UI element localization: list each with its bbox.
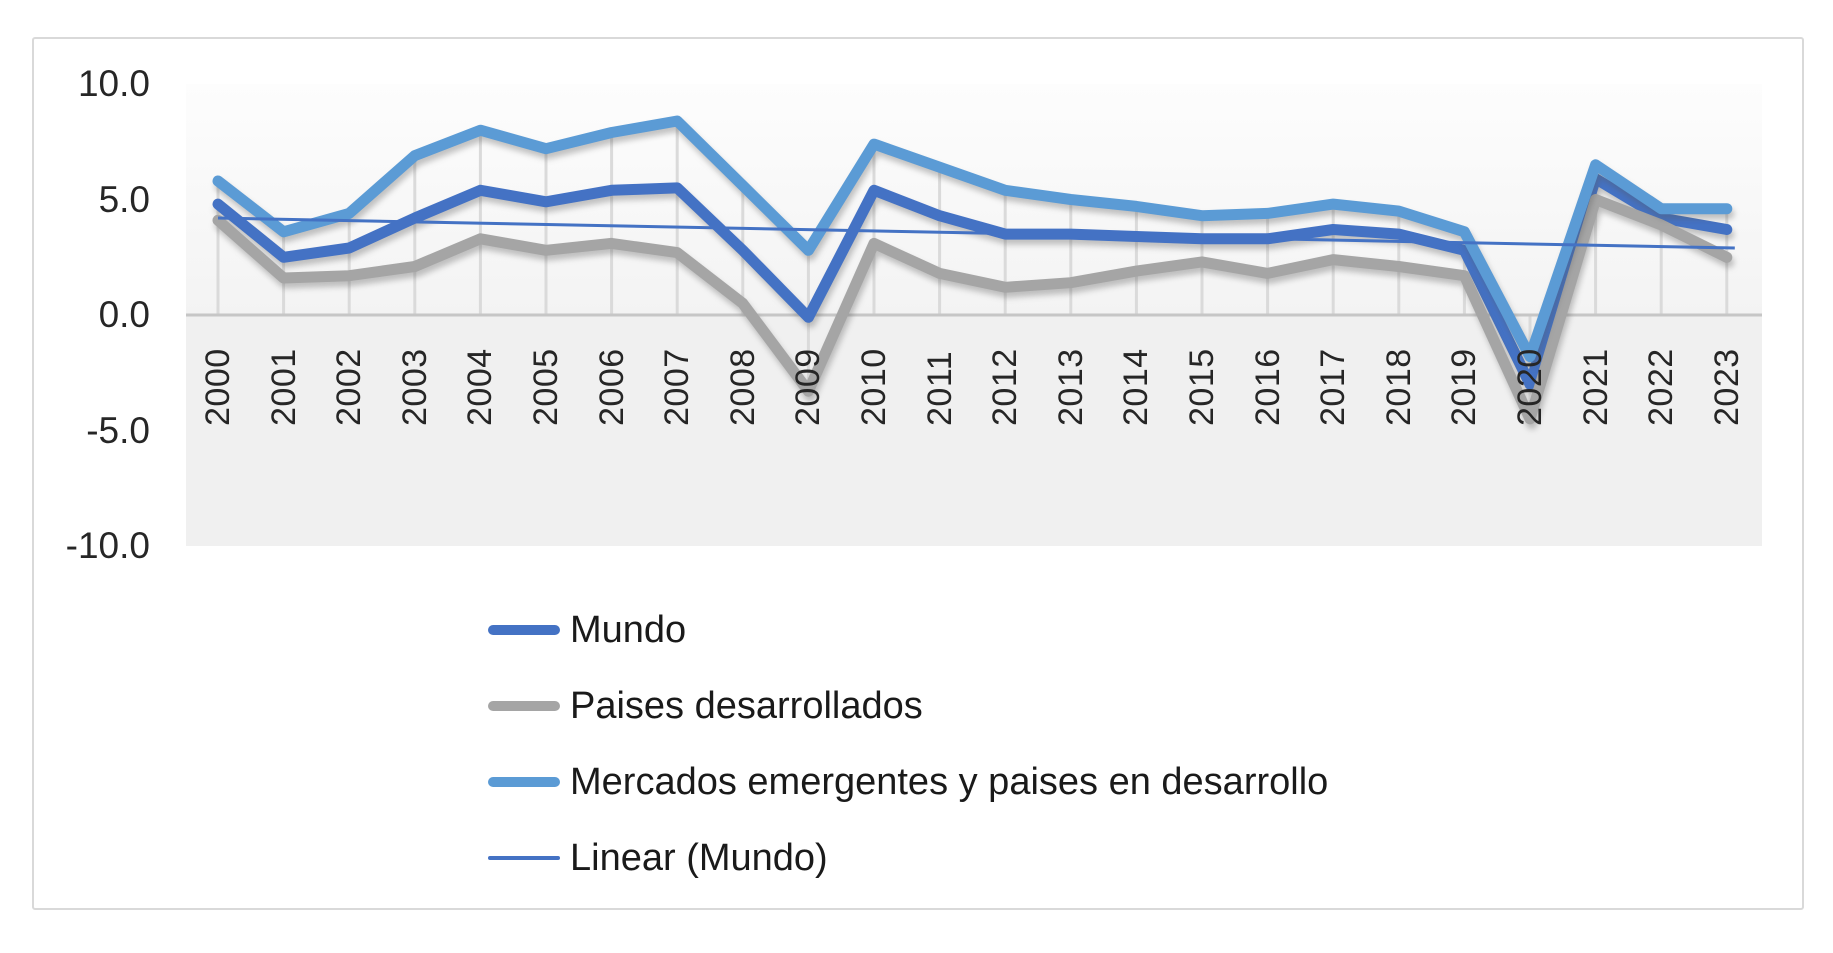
x-axis-tick-label: 2000 xyxy=(199,348,237,426)
x-axis-tick-label: 2016 xyxy=(1248,348,1287,426)
y-axis-tick-label: -10.0 xyxy=(65,525,150,566)
x-axis-tick-label: 2005 xyxy=(527,348,565,426)
x-axis-tick-label: 2009 xyxy=(789,348,828,426)
legend-swatch-mercados-emergentes xyxy=(488,777,560,787)
y-axis-tick-label: 0.0 xyxy=(98,294,150,335)
y-axis-tick-label: -5.0 xyxy=(86,409,150,451)
legend-label-mundo: Mundo xyxy=(570,608,687,651)
x-axis-tick-label: 2019 xyxy=(1445,348,1484,426)
x-axis-tick-label: 2010 xyxy=(855,348,893,426)
legend-label-paises-desarrollados: Paises desarrollados xyxy=(570,684,923,727)
legend-swatch-paises-desarrollados xyxy=(488,701,560,711)
x-axis-tick-label: 2003 xyxy=(395,348,434,426)
legend-label-linear-mundo: Linear (Mundo) xyxy=(570,836,828,879)
legend-item-mundo: Mundo xyxy=(488,609,1328,651)
legend-swatch-linear-mundo xyxy=(488,856,560,860)
x-axis-tick-label: 2008 xyxy=(723,348,762,426)
x-axis-tick-label: 2014 xyxy=(1117,348,1156,426)
x-axis-tick-label: 2011 xyxy=(920,350,959,426)
x-axis-tick-label: 2018 xyxy=(1379,348,1418,426)
x-axis-tick-label: 2013 xyxy=(1051,348,1090,426)
x-axis-tick-label: 2017 xyxy=(1314,348,1353,426)
legend-item-linear-mundo: Linear (Mundo) xyxy=(488,837,1328,879)
legend: Mundo Paises desarrollados Mercados emer… xyxy=(488,609,1328,879)
legend-item-mercados-emergentes: Mercados emergentes y paises en desarrol… xyxy=(488,761,1328,803)
x-axis-tick-label: 2001 xyxy=(264,348,303,426)
x-axis-tick-label: 2004 xyxy=(461,348,500,426)
x-axis-tick-label: 2022 xyxy=(1642,348,1681,426)
y-axis-tick-label: 10.0 xyxy=(77,63,150,104)
x-axis-tick-label: 2015 xyxy=(1183,348,1221,426)
y-axis-tick-label: 5.0 xyxy=(98,178,150,220)
x-axis-tick-label: 2021 xyxy=(1576,348,1615,426)
x-axis-tick-label: 2020 xyxy=(1511,348,1549,426)
x-axis-tick-label: 2002 xyxy=(330,348,369,426)
x-axis-tick-label: 2012 xyxy=(986,348,1025,426)
x-axis-tick-label: 2023 xyxy=(1707,348,1746,426)
legend-item-paises-desarrollados: Paises desarrollados xyxy=(488,685,1328,727)
legend-swatch-mundo xyxy=(488,625,560,635)
x-axis-tick-label: 2006 xyxy=(592,348,631,426)
legend-label-mercados-emergentes: Mercados emergentes y paises en desarrol… xyxy=(570,760,1329,803)
x-axis-tick-label: 2007 xyxy=(658,348,697,426)
